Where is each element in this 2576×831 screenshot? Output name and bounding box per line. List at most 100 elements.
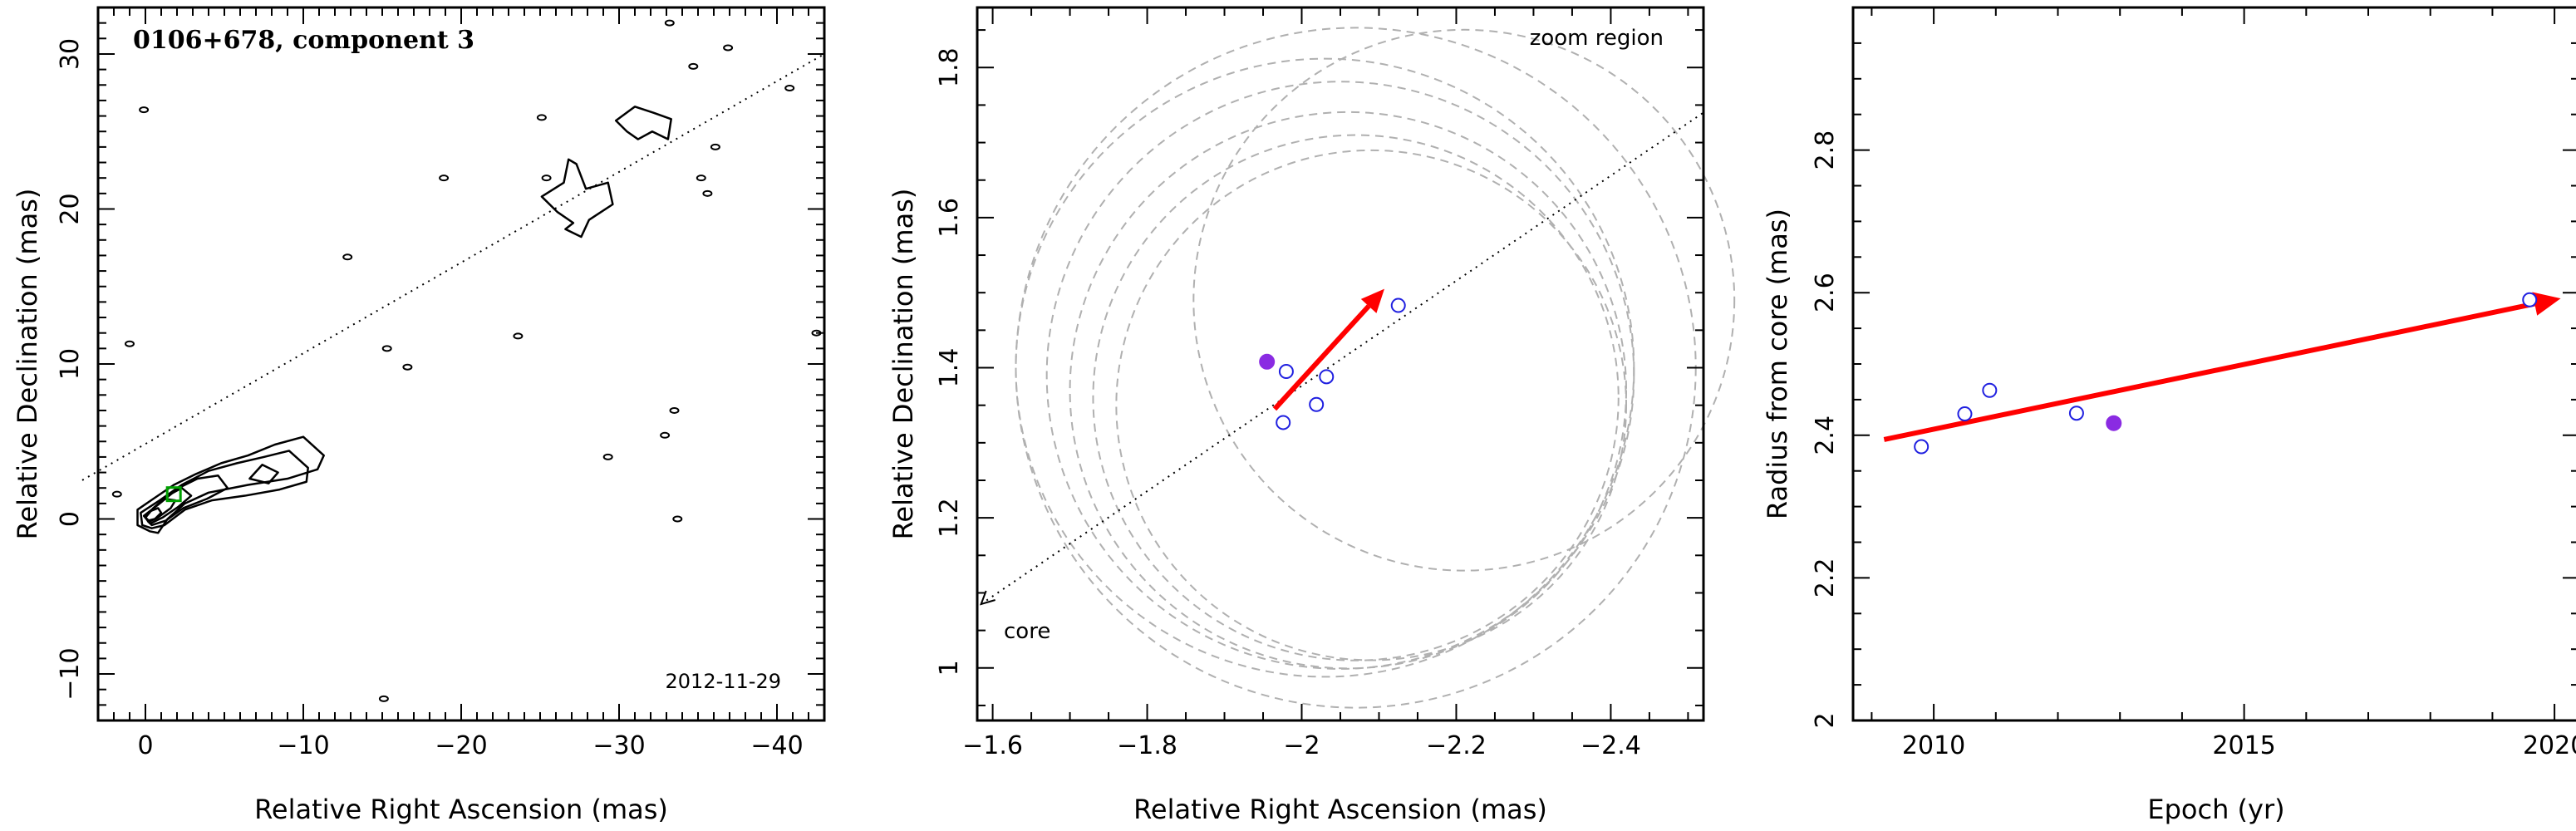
open-point [1278, 364, 1294, 380]
x-tick-label: 2020 [2523, 731, 2576, 760]
left-noise [111, 19, 822, 702]
contour [614, 106, 672, 140]
open-point [1390, 297, 1406, 313]
right-ticks: 2010 2015 2020 2 2.2 2.4 2.6 2.8 [1811, 7, 2576, 760]
middle-xlabel: Relative Right Ascension (mas) [1133, 794, 1547, 825]
middle-ylabel: Relative Declination (mas) [887, 189, 919, 540]
x-tick-label: −2.2 [1426, 731, 1487, 760]
right-ylabel: Radius from core (mas) [1762, 209, 1793, 519]
noise-contour [672, 515, 683, 523]
y-tick-label: 1.2 [935, 498, 964, 538]
x-tick-label: −1.6 [962, 731, 1023, 760]
contour [540, 158, 614, 238]
middle-core-arrowhead [980, 590, 995, 606]
contour [136, 435, 325, 534]
noise-contour [664, 19, 675, 27]
contour [140, 450, 309, 529]
y-tick-label: 30 [56, 38, 85, 70]
y-tick-label: 0 [56, 511, 85, 527]
middle-velocity-arrow [1272, 288, 1384, 411]
fit-arrow-head [2532, 292, 2561, 316]
y-tick-label: 20 [56, 193, 85, 224]
noise-contour [710, 143, 720, 150]
error-circle [1045, 81, 1635, 670]
noise-contour [342, 253, 353, 261]
noise-contour [111, 490, 122, 498]
middle-core-label: core [1004, 619, 1050, 644]
noise-contour [378, 695, 389, 702]
x-tick-label: −1.8 [1117, 731, 1177, 760]
right-fit-arrow [1883, 292, 2561, 442]
right-points [1914, 292, 2538, 455]
x-tick-label: −40 [750, 731, 803, 760]
noise-contour [702, 189, 713, 197]
noise-contour [602, 453, 613, 460]
middle-zoom-label: zoom region [1530, 26, 1664, 51]
y-tick-label: 1.6 [935, 198, 964, 238]
x-tick-label: 2010 [1902, 731, 1965, 760]
noise-contour [688, 62, 699, 70]
noise-contour [660, 431, 671, 439]
open-point [1309, 396, 1325, 412]
x-tick-label: −2.4 [1581, 731, 1641, 760]
open-point [1982, 382, 1998, 398]
error-circle [1192, 28, 1736, 572]
y-tick-label: 2.6 [1811, 273, 1840, 312]
panel-contour-map: 0 −10 −20 −30 −40 −10 0 10 20 30 0106+678, compon… [12, 6, 826, 825]
panel-radius-epoch: 2010 2015 2020 2 2.2 2.4 2.6 2.8 Epoch (yr) Rad… [1762, 6, 2576, 825]
left-ylabel: Relative Declination (mas) [12, 189, 43, 540]
velocity-arrow-shaft [1272, 304, 1371, 411]
left-ticks: 0 −10 −20 −30 −40 −10 0 10 20 30 [56, 7, 825, 760]
noise-contour [139, 106, 150, 114]
noise-contour [669, 406, 680, 414]
filled-point [1259, 353, 1276, 370]
left-title: 0106+678, component 3 [133, 26, 474, 55]
open-point [1957, 406, 1973, 422]
x-tick-label: −10 [277, 731, 329, 760]
noise-contour [696, 175, 706, 182]
y-tick-label: 2 [1811, 712, 1840, 728]
y-tick-label: 1.8 [935, 47, 964, 87]
y-tick-label: 2.2 [1811, 558, 1840, 598]
velocity-arrow-head [1360, 288, 1384, 313]
noise-contour [723, 44, 734, 52]
open-point [1276, 415, 1291, 430]
middle-points [1259, 297, 1406, 430]
noise-contour [541, 175, 552, 182]
filled-point [2106, 415, 2122, 431]
left-xlabel: Relative Right Ascension (mas) [254, 794, 668, 825]
y-tick-label: 1.4 [935, 348, 964, 388]
x-tick-label: −20 [435, 731, 487, 760]
error-circle [1015, 57, 1635, 678]
y-tick-label: 1 [935, 660, 964, 676]
noise-contour [439, 175, 450, 182]
left-date-label: 2012-11-29 [666, 670, 781, 693]
fit-arrow-shaft [1883, 301, 2535, 442]
y-tick-label: 10 [56, 348, 85, 380]
noise-contour [536, 114, 547, 121]
error-circle [1115, 149, 1628, 661]
contour [144, 507, 163, 522]
y-tick-label: 2.4 [1811, 416, 1840, 455]
open-point [1914, 439, 1930, 455]
noise-contour [381, 345, 392, 352]
open-point [1319, 369, 1335, 385]
right-xlabel: Epoch (yr) [2147, 794, 2284, 825]
open-point [2068, 406, 2084, 421]
middle-ticks: −1.6 −1.8 −2 −2.2 −2.4 1 1.2 1.4 1.6 1.8 [935, 7, 1703, 760]
x-tick-label: 0 [137, 731, 153, 760]
noise-contour [784, 84, 795, 91]
x-tick-label: 2015 [2212, 731, 2275, 760]
left-model-component [165, 486, 182, 503]
x-tick-label: −30 [592, 731, 645, 760]
panel-zoom: −1.6 −1.8 −2 −2.2 −2.4 1 1.2 1.4 1.6 1.8 zoom reg… [887, 6, 1736, 825]
noise-contour [513, 332, 524, 340]
y-tick-label: −10 [56, 647, 85, 700]
open-point [2522, 292, 2538, 307]
y-tick-label: 2.8 [1811, 130, 1840, 170]
noise-contour [402, 363, 413, 371]
contour [248, 463, 279, 484]
x-tick-label: −2 [1283, 731, 1320, 760]
